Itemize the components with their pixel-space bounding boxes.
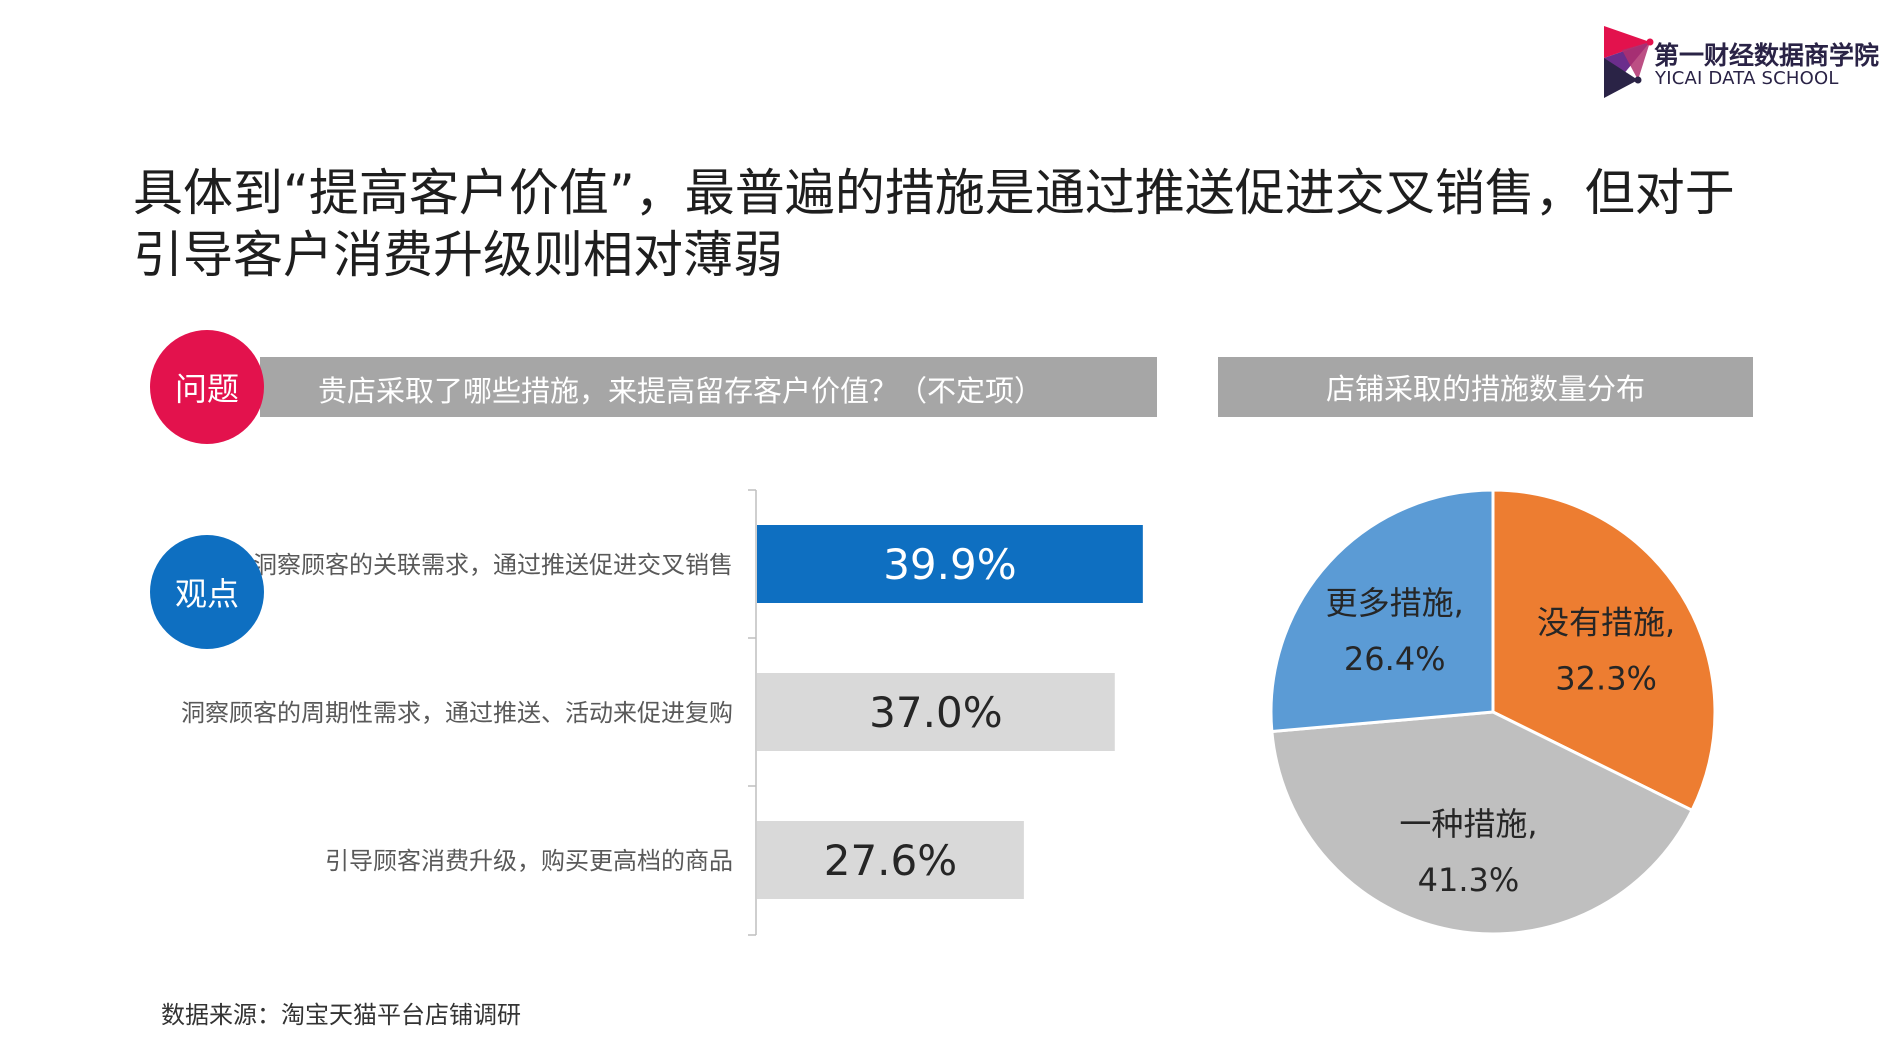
page-title-line-2: 引导客户消费升级则相对薄弱: [133, 226, 783, 284]
bar-series: 39.9% 洞察顾客的关联需求，通过推送促进交叉销售 37.0% 洞察顾客的周期性需求…: [181, 525, 1143, 899]
data-source-note: 数据来源：淘宝天猫平台店铺调研: [161, 1001, 521, 1029]
logo-title-cn: 第一财经数据商学院: [1654, 41, 1880, 70]
pie-slice-name-1: 一种措施,: [1399, 805, 1537, 843]
bar-value-label-1: 37.0%: [869, 688, 1002, 737]
bar-axis: [748, 489, 757, 936]
yicai-logo: [1598, 22, 1878, 102]
pie-slice-name-2: 更多措施,: [1326, 584, 1464, 622]
pie-slice-name-0: 没有措施,: [1537, 604, 1675, 642]
pie-slice-value-1: 41.3%: [1418, 861, 1520, 899]
question-band: [260, 357, 1157, 417]
logo-title-en: YICAI DATA SCHOOL: [1655, 68, 1839, 89]
page-title-line-1: 具体到“提高客户价值”，最普遍的措施是通过推送促进交叉销售，但对于: [133, 164, 1735, 222]
pie-slice-value-2: 26.4%: [1344, 640, 1446, 678]
bar-2: [757, 821, 1024, 899]
pie-title: 店铺采取的措施数量分布: [1218, 357, 1753, 417]
page-title: 具体到“提高客户价值”，最普遍的措施是通过推送促进交叉销售，但对于 引导客户消费…: [133, 162, 1773, 286]
bar-category-label-1: 洞察顾客的周期性需求，通过推送、活动来促进复购: [181, 699, 733, 727]
logo-mark-icon: [1604, 26, 1654, 98]
bar-category-label-2: 引导顾客消费升级，购买更高档的商品: [325, 847, 733, 875]
pie-slice-value-0: 32.3%: [1555, 660, 1657, 698]
pie-slice-2: [1269, 488, 1495, 734]
bar-1: [757, 673, 1115, 751]
question-badge: 问题: [150, 330, 264, 444]
pie-slice-1: [1270, 710, 1695, 936]
bar-value-label-0: 39.9%: [883, 540, 1016, 589]
bar-0: [757, 525, 1143, 603]
viewpoint-badge: 观点: [150, 535, 264, 649]
pie-slice-0: [1491, 488, 1717, 813]
pie-series: 没有措施, 32.3% 一种措施, 41.3% 更多措施, 26.4%: [1269, 488, 1717, 936]
bar-value-label-2: 27.6%: [824, 836, 957, 885]
bar-category-label-0: 洞察顾客的关联需求，通过推送促进交叉销售: [253, 551, 733, 579]
question-text: 贵店采取了哪些措施，来提高留存客户价值？（不定项）: [318, 374, 1044, 408]
